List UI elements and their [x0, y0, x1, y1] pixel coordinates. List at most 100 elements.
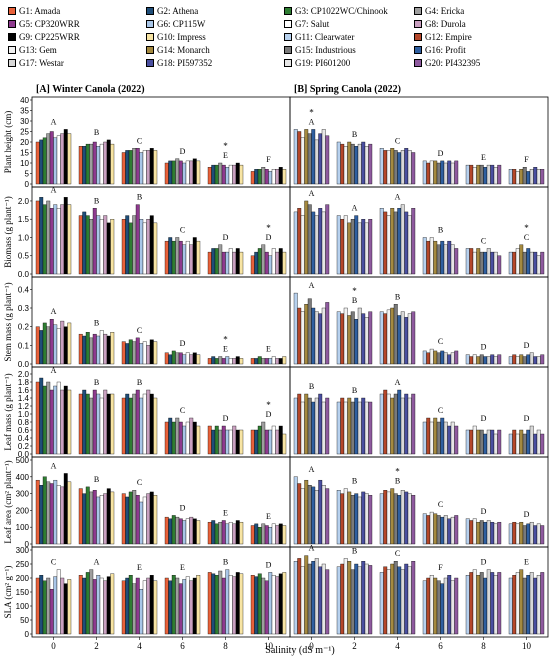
x-tick-label: 0 — [309, 641, 314, 651]
bar — [78, 575, 83, 635]
legend-swatch — [414, 32, 422, 41]
bar — [250, 575, 255, 635]
y-tick-label: 40 — [20, 96, 29, 105]
bar — [390, 397, 395, 455]
bar — [261, 421, 266, 455]
legend-swatch — [8, 58, 16, 67]
bar — [42, 580, 47, 635]
legend-item: G7: Salut — [284, 17, 329, 29]
bar — [182, 354, 187, 365]
bar — [440, 417, 445, 455]
bar — [35, 577, 40, 635]
bar — [304, 129, 309, 185]
bar — [400, 490, 405, 545]
bar — [436, 515, 441, 545]
bar — [271, 248, 276, 275]
bar — [297, 483, 302, 545]
bar — [250, 255, 255, 275]
bar — [440, 240, 445, 275]
bar — [96, 146, 101, 185]
y-tick-label: 0.4 — [18, 434, 30, 443]
bar — [426, 577, 431, 635]
bar — [493, 523, 498, 545]
bar — [67, 322, 72, 365]
bar — [407, 215, 412, 275]
bar — [264, 580, 269, 635]
bar — [508, 251, 513, 275]
bar — [321, 307, 326, 365]
bar — [386, 150, 391, 185]
bar — [92, 579, 97, 635]
bar — [383, 389, 388, 455]
bar — [264, 525, 269, 545]
bar — [239, 358, 244, 365]
bar — [232, 358, 237, 365]
bar — [271, 575, 276, 635]
bar — [476, 164, 481, 185]
bar — [486, 356, 491, 365]
bar — [53, 204, 58, 275]
bar — [153, 150, 158, 185]
y-axis-label: SLA (cm² g⁻¹) — [3, 566, 13, 619]
bar — [307, 133, 312, 185]
bar — [171, 160, 176, 185]
bar — [82, 577, 87, 635]
bar — [321, 563, 326, 635]
bar — [379, 148, 384, 185]
y-tick-label: 100 — [16, 523, 30, 532]
bar — [49, 589, 54, 635]
bar — [400, 569, 405, 635]
bar — [185, 352, 190, 365]
bar — [390, 208, 395, 275]
bar — [239, 573, 244, 635]
bar — [264, 358, 269, 365]
bar — [42, 137, 47, 185]
bar — [149, 148, 154, 185]
bar — [92, 490, 97, 545]
bar — [125, 393, 130, 455]
bar — [321, 129, 326, 185]
bar — [512, 354, 517, 365]
x-tick-label: 2 — [352, 641, 357, 651]
significance-letter: D — [223, 414, 229, 423]
bar — [282, 572, 287, 635]
bar — [440, 583, 445, 635]
bar — [171, 350, 176, 365]
bar — [128, 222, 133, 275]
bar — [103, 389, 108, 455]
y-tick-label: 0.8 — [18, 418, 30, 427]
bar — [125, 343, 130, 365]
bar — [99, 219, 104, 275]
bar — [340, 397, 345, 455]
bar — [268, 572, 273, 635]
bar — [361, 561, 366, 635]
x-tick-label: 4 — [395, 641, 400, 651]
bar — [347, 397, 352, 455]
legend-label: G11: Clearwater — [295, 31, 355, 42]
bar — [304, 200, 309, 275]
bar — [146, 577, 151, 635]
legend-item: G12: Empire — [414, 30, 472, 42]
bar — [486, 164, 491, 185]
legend-label: G14: Monarch — [157, 44, 210, 55]
bar — [508, 577, 513, 635]
bar — [447, 240, 452, 275]
bar — [479, 354, 484, 365]
bar — [361, 313, 366, 365]
bar — [318, 393, 323, 455]
significance-letter: F — [438, 563, 443, 572]
bar — [340, 313, 345, 365]
bar — [275, 169, 280, 185]
legend-item: G11: Clearwater — [284, 30, 354, 42]
bar — [526, 171, 531, 185]
significance-star: * — [524, 223, 529, 233]
legend-label: G17: Westar — [19, 57, 64, 68]
bar — [63, 197, 68, 275]
bar — [393, 493, 398, 545]
bar — [178, 583, 183, 635]
bar — [56, 381, 61, 455]
bar — [354, 493, 359, 545]
bar — [139, 397, 144, 455]
bar — [56, 208, 61, 275]
significance-letter: B — [94, 378, 99, 387]
